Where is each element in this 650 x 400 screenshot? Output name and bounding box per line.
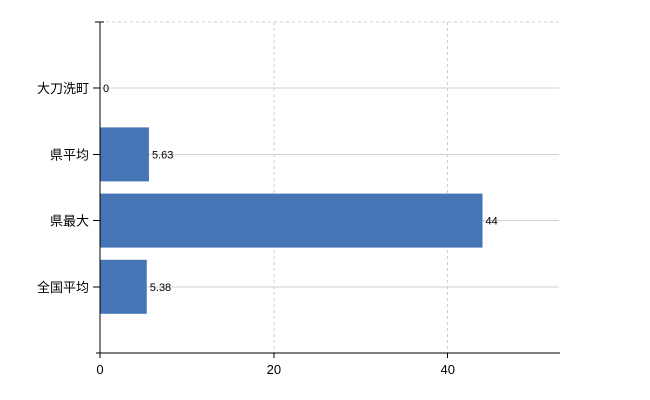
value-label: 0 — [103, 83, 109, 95]
value-label: 5.38 — [150, 282, 171, 294]
bar — [100, 127, 149, 182]
x-tick-label: 40 — [440, 362, 454, 377]
bar — [100, 259, 147, 314]
bar — [100, 193, 483, 248]
value-label: 5.63 — [152, 149, 173, 161]
value-label: 44 — [486, 216, 498, 228]
x-tick-label: 20 — [267, 362, 281, 377]
category-label: 全国平均 — [37, 280, 89, 295]
x-tick-label: 0 — [96, 362, 103, 377]
category-label: 県最大 — [50, 214, 89, 229]
category-label: 県平均 — [50, 147, 89, 162]
category-label: 大刀洗町 — [37, 81, 89, 96]
